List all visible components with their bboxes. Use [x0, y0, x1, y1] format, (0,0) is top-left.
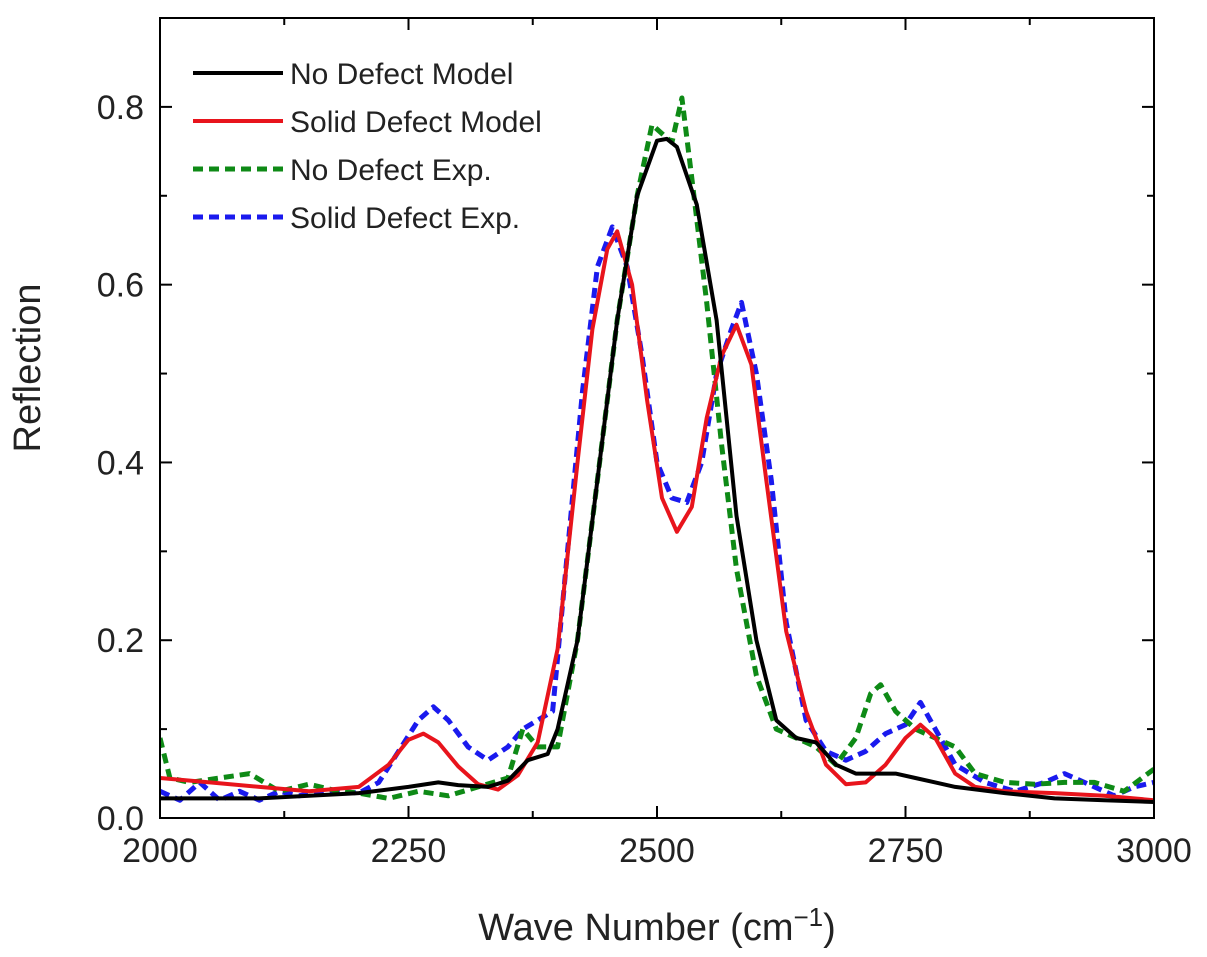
legend-item-2: Solid Defect Model	[193, 106, 542, 139]
x-tick-label: 2000	[122, 832, 198, 870]
x-tick-label: 2500	[619, 832, 695, 870]
y-tick-label: 0.8	[97, 89, 144, 127]
x-axis-label-close: )	[823, 907, 836, 949]
ticks-layer	[159, 17, 1155, 819]
legend-label: No Defect Exp.	[290, 154, 492, 187]
legend-item-4: Solid Defect Exp.	[193, 202, 520, 235]
legend-label: Solid Defect Model	[290, 106, 542, 139]
x-tick-label: 2750	[868, 832, 944, 870]
y-tick-label: 0.2	[97, 622, 144, 660]
series-line-2	[160, 229, 1154, 803]
x-axis-label-superscript: −1	[794, 902, 824, 932]
x-tick-label: 2250	[371, 832, 447, 870]
y-tick-label: 0.0	[97, 800, 144, 838]
y-tick-label: 0.6	[97, 267, 144, 305]
legend-item-1: No Defect Model	[193, 58, 513, 91]
x-axis-label-main: Wave Number (cm	[478, 907, 793, 949]
legend-label: No Defect Model	[290, 58, 513, 91]
y-tick-label: 0.4	[97, 444, 144, 482]
series-layer	[160, 95, 1154, 804]
x-tick-label: 3000	[1116, 832, 1192, 870]
tick-labels-layer: 2000 2250 2500 2750 3000 0.0 0.2 0.4 0.6 0.8	[97, 89, 1192, 870]
y-axis-label: Reflection	[7, 284, 49, 453]
legend-label: Solid Defect Exp.	[290, 202, 520, 235]
series-line-1	[160, 136, 1154, 804]
x-axis-label: Wave Number (cm−1)	[478, 902, 836, 949]
legend: No Defect Model Solid Defect Model No Defe…	[193, 58, 542, 235]
legend-item-3: No Defect Exp.	[193, 154, 492, 187]
series-line-3	[160, 95, 1154, 801]
